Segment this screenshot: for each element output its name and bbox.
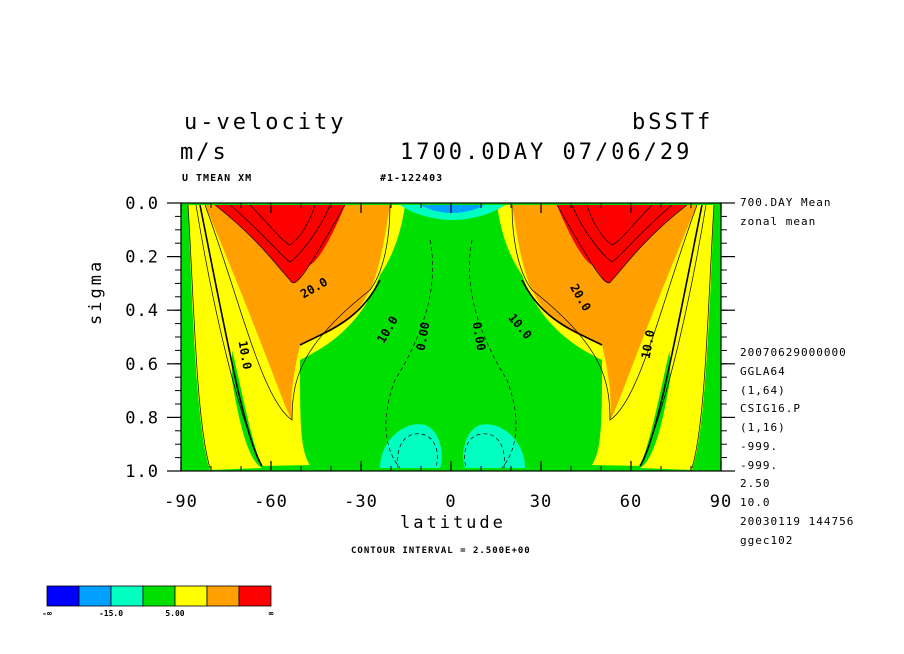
side-info-12: ggec102 [740, 534, 794, 547]
colorbar-swatch [46, 585, 80, 607]
y-tick-label: 1.0 [125, 462, 159, 482]
contour-label: 10.0 [639, 329, 658, 360]
axis-ticks: -90 -60 -30 0 30 60 90 0.0 0.2 0.4 0.6 0.8 1.0 [125, 194, 735, 512]
x-tick-label: -30 [344, 492, 378, 512]
side-info-1: zonal mean [740, 215, 817, 228]
title-units: m/s [180, 140, 229, 165]
colorbar-label: 5.00 [165, 609, 184, 618]
contour-lines-bold [199, 204, 703, 467]
side-info-7: -999. [740, 440, 779, 453]
colorbar-swatch [110, 585, 144, 607]
contour-lines-negative [385, 239, 517, 469]
side-info-2: 20070629000000 [740, 346, 847, 359]
x-tick-label: 60 [620, 492, 642, 512]
x-axis-label: latitude [400, 513, 506, 533]
side-info-10: 10.0 [740, 496, 771, 509]
colorbar-label: -∞ [42, 609, 52, 618]
colorbar-swatch [142, 585, 176, 607]
side-info-11: 20030119 144756 [740, 515, 855, 528]
lower-easterly-left [380, 424, 442, 468]
side-info-9: 2.50 [740, 477, 771, 490]
filled-contours-right [497, 205, 714, 470]
y-tick-label: 0.0 [125, 194, 159, 214]
colorbar: -∞ -15.0 5.00 ∞ [42, 585, 274, 618]
x-tick-label: 30 [530, 492, 552, 512]
filled-contours-left [188, 205, 405, 470]
y-tick-label: 0.8 [125, 408, 159, 428]
subtitle-field: U TMEAN XM [182, 173, 253, 184]
y-tick-label: 0.4 [125, 301, 159, 321]
title-variable: u-velocity [184, 110, 347, 135]
contour-interval-text: CONTOUR INTERVAL = 2.500E+00 [351, 546, 531, 556]
x-tick-label: 90 [710, 492, 732, 512]
x-tick-label: -90 [164, 492, 198, 512]
side-info-5: CSIG16.P [740, 402, 801, 415]
x-tick-label: 0 [445, 492, 456, 512]
title-experiment: bSSTf [632, 110, 714, 135]
side-info-4: (1,64) [740, 384, 786, 397]
upper-easterly-core [420, 205, 485, 213]
side-info-6: (1,16) [740, 421, 786, 434]
side-info-3: GGLA64 [740, 365, 786, 378]
contour-label: 0.00 [470, 321, 489, 352]
title-date: 1700.0DAY 07/06/29 [400, 140, 693, 165]
side-info-8: -999. [740, 459, 779, 472]
side-info-0: 700.DAY Mean [740, 196, 832, 209]
x-tick-label: -60 [254, 492, 288, 512]
contour-label: 0.00 [414, 321, 433, 352]
lower-easterly-right [463, 424, 525, 468]
colorbar-swatch [238, 585, 272, 607]
colorbar-label: ∞ [269, 609, 274, 618]
y-tick-label: 0.6 [125, 355, 159, 375]
y-tick-label: 0.2 [125, 248, 159, 268]
colorbar-swatch [174, 585, 208, 607]
colorbar-label: -15.0 [99, 609, 123, 618]
subtitle-run: #1-122403 [380, 173, 444, 184]
colorbar-swatch [206, 585, 240, 607]
colorbar-swatch [78, 585, 112, 607]
contour-label: 10.0 [236, 340, 255, 371]
y-axis-label: sigma [86, 258, 106, 325]
